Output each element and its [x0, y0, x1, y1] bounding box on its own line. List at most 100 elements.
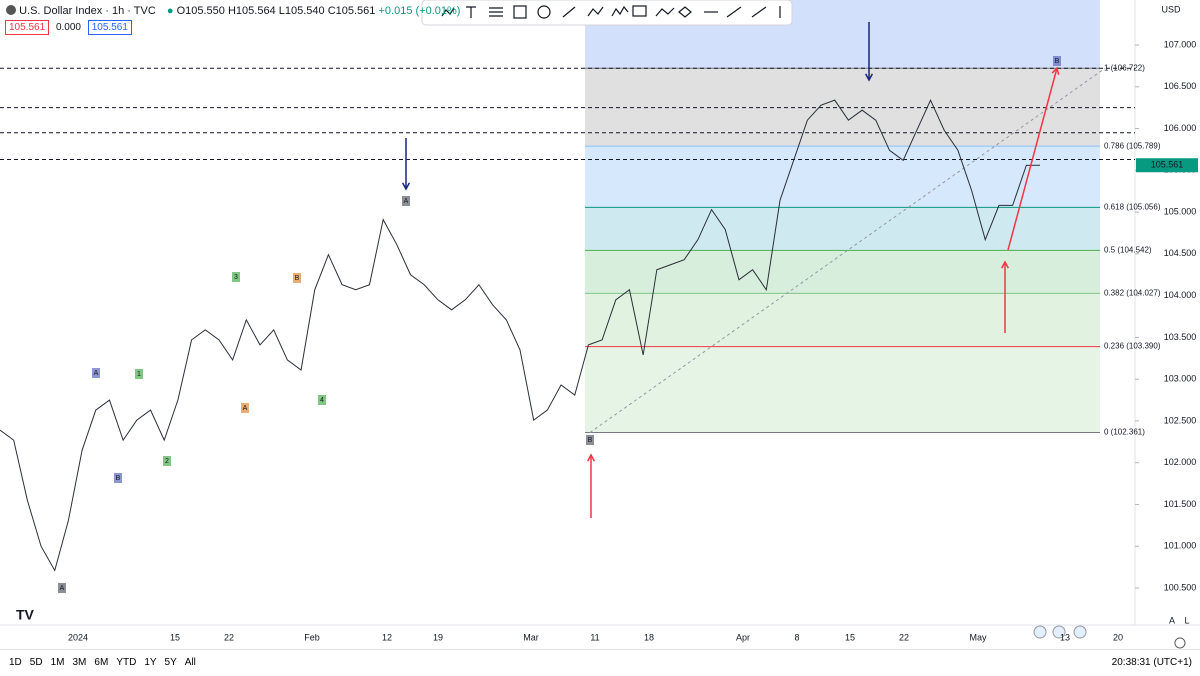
spread: 0.000	[55, 22, 81, 33]
settings-icon[interactable]	[1174, 637, 1186, 649]
quote: 105.561 0.000 105.561	[5, 20, 132, 35]
wave-label: 3	[234, 274, 238, 281]
toolbar	[421, 0, 793, 26]
wave-label-box	[92, 368, 100, 378]
y-tick-label: 105.000	[1164, 206, 1197, 216]
wave-label-box	[232, 272, 240, 282]
x-tick-label: 2024	[68, 632, 88, 642]
x-tick-label: 13	[1060, 632, 1070, 642]
timeframe[interactable]: 3M	[72, 657, 87, 668]
scale-mode[interactable]: L	[1184, 615, 1189, 625]
last-price-label: 105.561	[1151, 160, 1184, 170]
symbol-icon	[6, 5, 16, 15]
wave-label: A	[404, 198, 409, 205]
wave-label-box	[163, 456, 171, 466]
clock: 20:38:31 (UTC+1)	[1111, 657, 1192, 668]
x-tick-label: Mar	[523, 632, 539, 642]
wave-label: 4	[320, 397, 324, 404]
price-line	[0, 98, 1041, 572]
wave-label: A	[94, 370, 99, 377]
y-tick-label: 106.500	[1164, 81, 1197, 91]
fib-zone	[585, 146, 1100, 208]
fib-zone	[585, 293, 1100, 347]
fib-zone	[585, 346, 1100, 433]
bottom-toolbar: 1D 5D 1M 3M 6M YTD 1Y 5Y All 20:38:31 (UTC+1)	[0, 649, 1200, 676]
x-tick-label: 8	[794, 632, 799, 642]
close: C105.561	[327, 5, 376, 17]
event-icons[interactable]	[1033, 625, 1087, 639]
fib-zone	[585, 250, 1100, 294]
wave-label: 2	[165, 458, 169, 465]
y-tick-label: 100.500	[1164, 582, 1197, 592]
timeframe[interactable]: 1M	[50, 657, 65, 668]
fib-label: 0 (102.361)	[1104, 428, 1145, 437]
timeframe[interactable]: YTD	[116, 657, 137, 668]
timeframe[interactable]: 5Y	[164, 657, 177, 668]
wave-label-box	[135, 369, 143, 379]
x-tick-label: 20	[1113, 632, 1123, 642]
symbol[interactable]: U.S. Dollar Index · 1h · TVC	[19, 5, 156, 17]
fib-label: 0.236 (103.390)	[1104, 342, 1161, 351]
y-tick-label: 102.000	[1164, 457, 1197, 467]
low: L105.540	[278, 5, 325, 17]
x-tick-label: Feb	[304, 632, 320, 642]
x-tick-label: 22	[224, 632, 234, 642]
wave-label: B	[1055, 58, 1060, 65]
high: H105.564	[227, 5, 276, 17]
wave-label-box	[1053, 56, 1061, 66]
wave-label: B	[588, 437, 593, 444]
arrow-head	[1000, 260, 1010, 269]
wave-label-box	[318, 395, 326, 405]
status-dot: ●	[166, 5, 174, 17]
y-tick-label: 106.000	[1164, 123, 1197, 133]
arrow-head	[401, 182, 411, 191]
wave-label-box	[58, 583, 66, 593]
wave-label: 1	[137, 371, 141, 378]
y-tick-label: 103.500	[1164, 332, 1197, 342]
arrow-head	[1051, 66, 1060, 75]
fib-zone	[585, 207, 1100, 251]
y-tick-label: 107.000	[1164, 39, 1197, 49]
wave-label: B	[295, 275, 300, 282]
y-tick-label: 102.500	[1164, 415, 1197, 425]
logo: TV	[16, 607, 35, 623]
last-price-tag	[1136, 158, 1198, 173]
wave-label-box	[586, 435, 594, 445]
y-tick-label: 101.500	[1164, 499, 1197, 509]
arrow	[1007, 67, 1058, 251]
y-tick-label: 104.000	[1164, 290, 1197, 300]
fib-label: 0.5 (104.542)	[1104, 245, 1152, 254]
x-tick-label: 15	[170, 632, 180, 642]
header: U.S. Dollar Index · 1h · TVC ● O105.550 …	[6, 5, 460, 17]
x-tick-label: 22	[899, 632, 909, 642]
timeframe[interactable]: 1D	[9, 657, 22, 668]
wave-label-box	[114, 473, 122, 483]
change: +0.015 (+0.01%)	[378, 5, 461, 17]
timeframe[interactable]: 1Y	[144, 657, 157, 668]
x-tick-label: 12	[382, 632, 392, 642]
wave-label: A	[60, 585, 65, 592]
fib-label: 1 (106.722)	[1104, 63, 1145, 72]
ask[interactable]: 105.561	[87, 20, 132, 35]
x-tick-label: 11	[590, 632, 599, 642]
fib-label: 0.786 (105.789)	[1104, 141, 1161, 150]
timeframes: 1D 5D 1M 3M 6M YTD 1Y 5Y All	[9, 657, 204, 668]
x-tick-label: 15	[845, 632, 855, 642]
arrow-head	[864, 73, 874, 82]
wave-label-box	[293, 273, 301, 283]
scale-mode[interactable]: A	[1169, 615, 1175, 625]
x-tick-label: May	[969, 632, 987, 642]
timeframe[interactable]: All	[184, 657, 196, 668]
open: O105.550	[176, 5, 225, 17]
timeframe[interactable]: 5D	[29, 657, 43, 668]
bid[interactable]: 105.561	[5, 20, 50, 35]
y-tick-label: 101.000	[1164, 541, 1197, 551]
wave-label: B	[116, 475, 121, 482]
wave-label-box	[402, 196, 410, 206]
fib-label: 0.382 (104.027)	[1104, 288, 1161, 297]
timeframe[interactable]: 6M	[94, 657, 109, 668]
currency[interactable]: USD	[1161, 4, 1181, 14]
arrow-head	[586, 453, 596, 462]
